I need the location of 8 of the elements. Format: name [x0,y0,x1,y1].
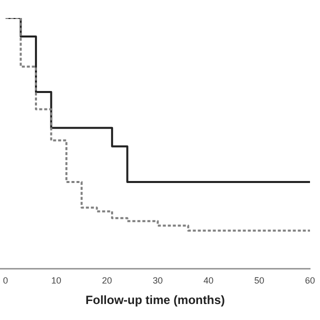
x-tick-label: 10 [51,276,62,286]
x-tick-label: 60 [304,276,316,286]
x-tick-label: 20 [102,276,112,286]
x-tick-label: 40 [203,276,214,286]
x-axis-title: Follow-up time (months) [86,293,225,308]
x-tick-label: 50 [254,276,264,286]
x-tick-label: 30 [152,276,163,286]
x-tick-label: 0 [2,276,8,286]
